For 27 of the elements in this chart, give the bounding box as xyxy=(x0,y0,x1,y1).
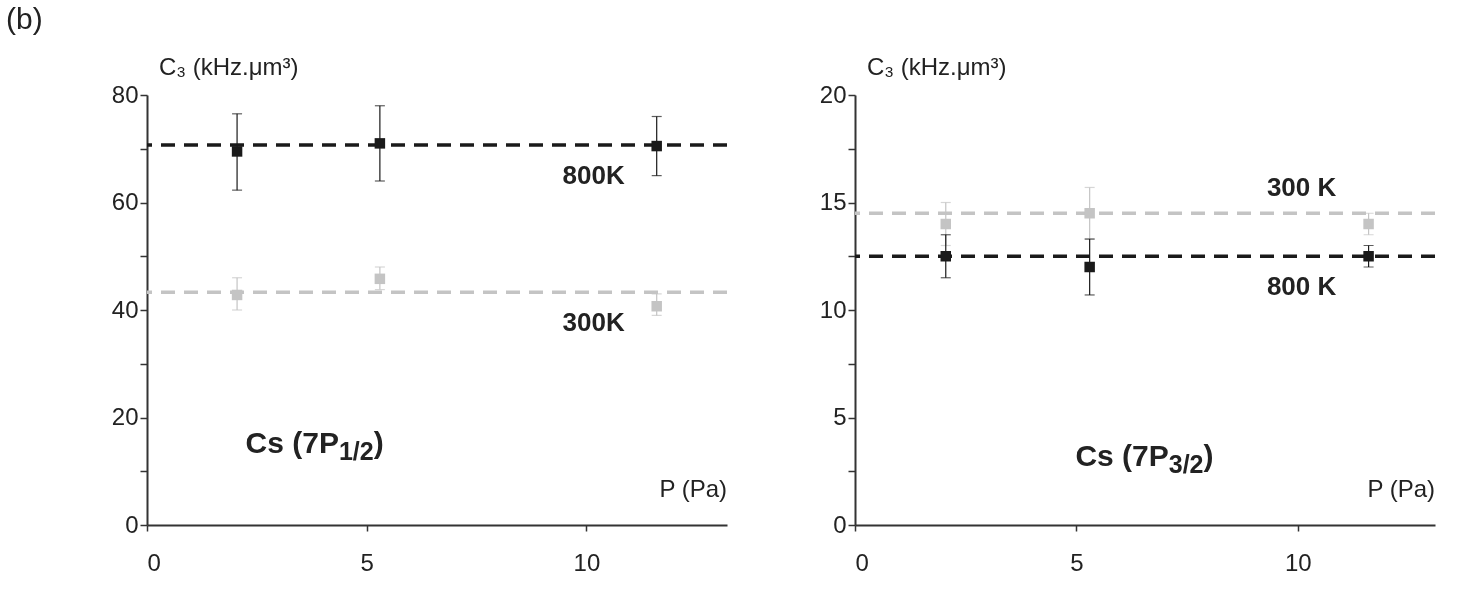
y-tick-label: 15 xyxy=(819,188,847,215)
y-axis-title: C₃ (kHz.μm³) xyxy=(867,53,1007,81)
x-axis-title: P (Pa) xyxy=(1367,475,1435,503)
x-axis-title: P (Pa) xyxy=(659,475,727,503)
y-tick-label: 10 xyxy=(819,295,847,323)
x-tick-label: 0 xyxy=(147,548,161,576)
y-tick-label: 20 xyxy=(819,80,847,108)
ref-line-label: 300K xyxy=(562,307,625,338)
y-tick-label: 80 xyxy=(111,80,139,108)
chart-title: (b) xyxy=(6,2,43,36)
y-tick-label: 20 xyxy=(111,403,139,430)
x-tick-label: 10 xyxy=(1284,548,1312,576)
ref-line-label: 300 K xyxy=(1266,172,1337,203)
y-tick-label: 0 xyxy=(833,510,847,538)
x-tick-label: 10 xyxy=(573,548,601,576)
y-tick-label: 0 xyxy=(125,510,139,538)
y-tick-label: 40 xyxy=(111,295,139,323)
y-tick-label: 60 xyxy=(111,188,139,215)
x-tick-label: 0 xyxy=(855,548,869,576)
x-tick-label: 5 xyxy=(1070,548,1084,576)
ref-line-label: 800K xyxy=(562,159,625,190)
y-axis-title: C₃ (kHz.μm³) xyxy=(159,53,299,81)
x-tick-label: 5 xyxy=(360,548,374,576)
annotation: Cs (7P$_{1/2}$) xyxy=(245,426,384,467)
ref-line-label: 800 K xyxy=(1266,271,1337,302)
y-tick-label: 5 xyxy=(833,403,847,430)
annotation: Cs (7P$_{3/2}$) xyxy=(1075,439,1214,479)
